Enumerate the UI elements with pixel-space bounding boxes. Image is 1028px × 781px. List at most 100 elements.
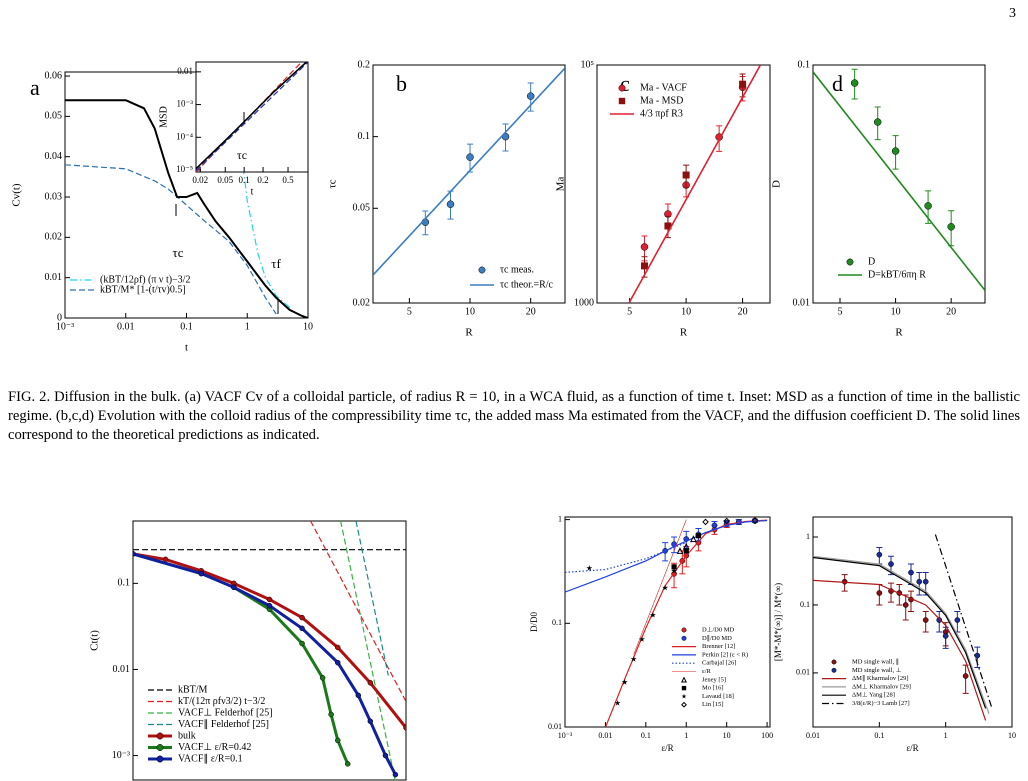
x-tick-label: 1 <box>684 731 688 740</box>
marker <box>355 692 362 699</box>
marker <box>328 711 334 718</box>
x-tick-label: 10 <box>303 321 313 332</box>
y-tick-label: 0.05 <box>45 111 63 122</box>
marker <box>873 118 882 126</box>
y-tick-label: 0.02 <box>45 232 63 243</box>
x-tick-label: 10⁻³ <box>56 321 74 332</box>
x-tick-label: 100 <box>761 731 773 740</box>
marker <box>924 202 932 210</box>
y-tick-label: 0 <box>57 312 62 323</box>
legend-label: kBT/M <box>178 684 208 695</box>
marker <box>680 676 688 683</box>
marker <box>650 612 656 618</box>
marker <box>689 535 697 543</box>
marker <box>695 533 702 539</box>
x-tick-label: 5 <box>627 306 632 317</box>
series-line <box>813 71 985 291</box>
marker <box>335 659 341 666</box>
marker <box>299 614 305 621</box>
y-axis-label: [M*-M*(∞)] / M*(∞) <box>773 583 783 661</box>
y-tick-label: 0.05 <box>353 203 371 214</box>
series-line <box>240 152 291 308</box>
series-line <box>934 534 993 709</box>
legend-label: 4/3 πρf R3 <box>640 108 683 119</box>
marker <box>676 547 684 554</box>
y-axis-label: D <box>771 180 783 188</box>
series-line <box>196 62 308 170</box>
x-axis-label: R <box>465 327 473 339</box>
series-line <box>65 99 308 318</box>
series-line <box>813 555 990 715</box>
marker <box>639 636 645 642</box>
x-axis-label: ε/R <box>661 743 673 753</box>
x-tick-label: 0.05 <box>217 175 233 185</box>
marker <box>621 679 628 685</box>
x-tick-label: 10 <box>1008 731 1016 740</box>
legend-label: 3/8(ε/R)−3 Lamb [27] <box>852 700 910 707</box>
y-tick-label: 10⁻³ <box>112 750 130 761</box>
marker <box>947 223 955 231</box>
plot-area <box>372 64 566 304</box>
x-tick-label: 20 <box>946 306 956 317</box>
marker <box>231 584 237 591</box>
marker <box>266 602 273 609</box>
y-tick-label: 0.1 <box>798 59 811 70</box>
x-axis-label: ε/R <box>906 743 918 753</box>
marker <box>846 258 854 266</box>
marker <box>640 262 648 270</box>
marker <box>683 548 689 554</box>
y-axis-label: Ma <box>555 177 567 192</box>
legend-label: τc meas. <box>500 264 534 275</box>
marker <box>891 147 900 155</box>
y-tick-label: 0.01 <box>793 297 811 308</box>
x-tick-label: 10⁻³ <box>558 731 573 740</box>
x-tick-label: 20 <box>738 306 748 317</box>
legend-label: VACF⊥ Felderhof [25] <box>178 707 273 718</box>
series-line <box>65 164 277 315</box>
marker <box>902 602 909 608</box>
series-layer <box>628 65 762 303</box>
y-tick-label: 0.03 <box>45 191 63 202</box>
chart: 0.02 0.05 0.1 0.2 0.5 10⁻⁵ 10⁻⁴ 10⁻³ 0.01 t MSD τc <box>158 61 309 197</box>
chart: 5 10 20 0.02 0.05 0.1 0.2 Rτc b τc meas. τc theor.… <box>327 59 566 339</box>
marker <box>156 732 164 740</box>
marker <box>382 752 389 759</box>
x-tick-label: 10 <box>681 306 691 317</box>
y-tick-label: 0.06 <box>45 70 63 81</box>
marker <box>682 171 690 179</box>
series-line <box>196 62 308 172</box>
x-axis-label: R <box>680 327 688 339</box>
y-tick-label: 0.01 <box>177 66 193 76</box>
marker <box>922 578 929 585</box>
x-tick-label: 0.02 <box>192 175 208 185</box>
x-tick-label: 5 <box>407 306 412 317</box>
legend-label: kBT/M* [1-(t/τv)0.5] <box>100 284 186 295</box>
series-line <box>373 67 565 276</box>
marker <box>739 80 747 88</box>
x-tick-label: 10 <box>891 306 901 317</box>
y-axis-label: τc <box>327 179 339 188</box>
legend-label: VACF∥ Felderhof [25] <box>178 719 269 730</box>
series-line <box>340 521 396 780</box>
y-tick-label: 10⁻⁴ <box>176 131 193 141</box>
legend-label: MD single wall, ∥ <box>852 657 899 665</box>
series-line <box>565 519 768 593</box>
chart: 0.01 0.1 1 10 0.01 0.1 1 ε/R [M*-M*(∞)] / M*(∞) M… <box>773 516 1016 753</box>
legend-label: Ma - MSD <box>640 95 683 106</box>
series-layer <box>813 68 985 291</box>
chart: 10⁻³ 0.01 0.1 1 10 1000.010.11ε/RD/D0 D⊥/D0 MD… <box>529 514 773 753</box>
marker <box>662 584 669 591</box>
plot-area <box>812 516 1013 728</box>
marker <box>681 693 687 699</box>
panel-label: b <box>396 71 407 96</box>
legend-label: Jeney [5] <box>702 676 726 683</box>
x-tick-label: 10 <box>465 306 475 317</box>
legend-label: MD single wall, ⊥ <box>852 667 902 674</box>
x-tick-label: 0.01 <box>117 321 135 332</box>
marker <box>162 556 169 563</box>
marker <box>936 617 943 623</box>
marker <box>614 700 621 706</box>
marker <box>962 673 969 679</box>
series-layer <box>373 67 565 276</box>
marker <box>618 97 626 105</box>
